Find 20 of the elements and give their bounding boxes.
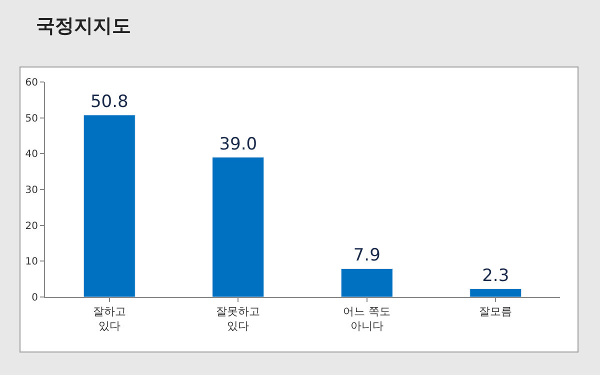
y-tick-label: 60 xyxy=(25,78,38,88)
y-tick-label: 0 xyxy=(32,292,38,304)
bar xyxy=(340,268,393,297)
y-tick-label: 50 xyxy=(25,113,38,124)
x-tick-label: 어느 쪽도 아니다 xyxy=(343,305,391,332)
data-label: 7.9 xyxy=(353,246,380,266)
data-label: 2.3 xyxy=(482,266,510,286)
y-tick-label: 10 xyxy=(25,256,38,268)
x-tick-label: 잘모름 xyxy=(479,305,512,318)
bar xyxy=(212,157,264,297)
chart-title: 국정지지도 xyxy=(36,15,131,38)
x-tick-label: 잘못하고 있다 xyxy=(216,305,260,332)
x-tick-label: 잘하고 있다 xyxy=(92,305,126,332)
bar xyxy=(83,114,136,297)
bar xyxy=(470,288,522,297)
y-tick-label: 20 xyxy=(25,220,38,232)
data-label: 50.8 xyxy=(90,92,128,112)
data-label: 39.0 xyxy=(219,134,258,154)
y-tick-label: 30 xyxy=(25,185,38,196)
y-tick-label: 40 xyxy=(25,149,38,160)
